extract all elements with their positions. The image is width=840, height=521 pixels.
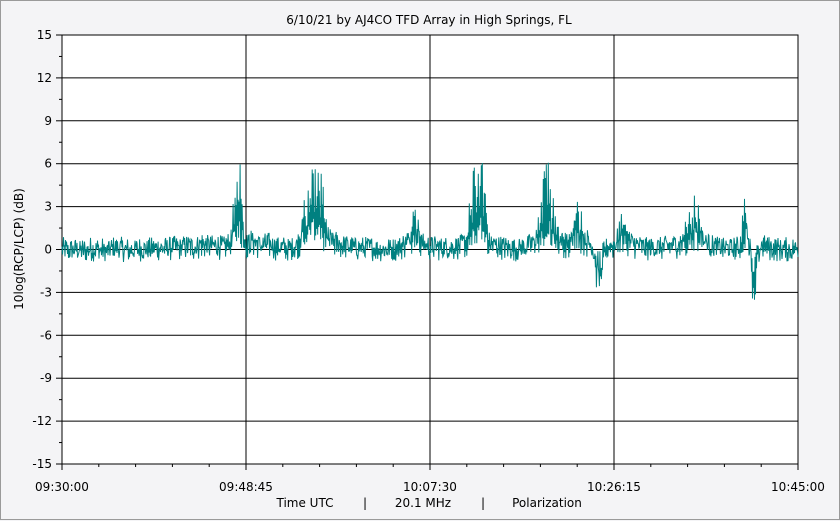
y-tick-label: 3 — [44, 200, 52, 214]
y-tick-label: -9 — [40, 371, 52, 385]
x-label-separator: | — [481, 496, 485, 510]
y-tick-label: 6 — [44, 157, 52, 171]
y-axis: 15 12 9 6 3 0 -3 -6 -9 -12 -15 — [32, 28, 62, 471]
y-tick-label: -3 — [40, 285, 52, 299]
y-tick-label: 9 — [44, 114, 52, 128]
x-tick-label: 10:07:30 — [403, 480, 457, 494]
y-tick-label: 12 — [37, 71, 52, 85]
y-tick-label: 15 — [37, 28, 52, 42]
x-tick-label: 10:45:00 — [771, 480, 825, 494]
x-label-separator: | — [363, 496, 367, 510]
y-axis-label: 10log(RCP/LCP) (dB) — [12, 188, 26, 310]
x-label-time: Time UTC — [276, 496, 334, 510]
x-axis-label: Time UTC | 20.1 MHz | Polarization — [276, 496, 582, 510]
x-tick-label: 09:48:45 — [219, 480, 273, 494]
x-axis: 09:30:00 09:48:45 10:07:30 10:26:15 10:45:00 — [35, 464, 825, 494]
x-label-quantity: Polarization — [512, 496, 582, 510]
chart-title: 6/10/21 by AJ4CO TFD Array in High Sprin… — [286, 13, 572, 27]
y-tick-label: -6 — [40, 328, 52, 342]
x-tick-label: 10:26:15 — [587, 480, 641, 494]
y-tick-label: -12 — [32, 414, 52, 428]
x-tick-label: 09:30:00 — [35, 480, 89, 494]
polarization-series-line — [61, 162, 799, 300]
y-tick-label: 0 — [44, 243, 52, 257]
x-label-frequency: 20.1 MHz — [395, 496, 451, 510]
y-tick-label: -15 — [32, 457, 52, 471]
